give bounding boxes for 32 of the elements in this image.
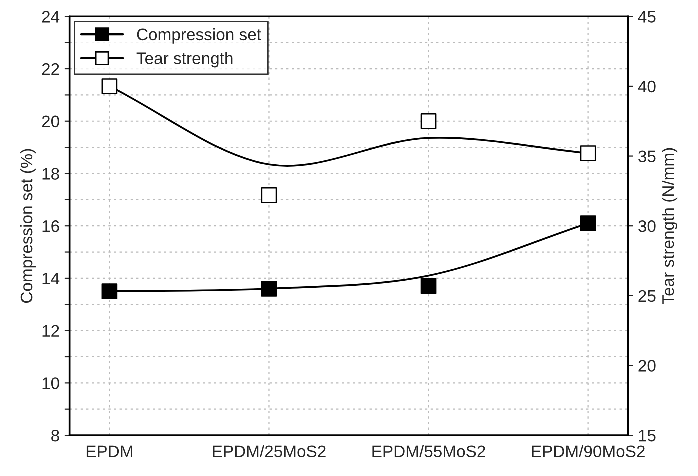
y2-tick-label: 20 (638, 360, 656, 372)
point (261, 281, 278, 297)
point (102, 284, 118, 300)
point (580, 216, 596, 232)
point (102, 78, 118, 94)
y2-tick-label: 25 (638, 290, 656, 302)
point (580, 146, 596, 162)
x-tick-label: EPDM/25MoS2 (213, 445, 326, 458)
y-tick-label: 22 (42, 63, 60, 76)
y-tick-label: 8 (52, 430, 60, 442)
y2-tick-label: 35 (638, 150, 656, 162)
y-tick-label: 20 (42, 116, 60, 128)
point (420, 278, 437, 294)
y2-tick-label: 30 (638, 220, 656, 232)
legend-label: Compression set (137, 28, 262, 44)
x-tick-label: EPDM (86, 446, 132, 458)
x-tick-label: EPDM/90MoS2 (532, 445, 645, 458)
y2-tick-label: 40 (638, 80, 656, 93)
y-tick-label: 12 (42, 325, 60, 337)
y-axis-title: Compression set (%) (20, 149, 36, 304)
legend-label: Tear strength (136, 52, 233, 68)
y-tick-label: 16 (42, 220, 60, 232)
y-tick-label: 14 (42, 273, 60, 284)
y2-tick-label: 45 (638, 11, 656, 23)
x-tick-label: EPDM/55MoS2 (372, 445, 486, 458)
y-tick-label: 18 (42, 168, 60, 180)
y2-tick-label: 15 (639, 430, 656, 442)
y-tick-label: 10 (42, 378, 60, 390)
point (420, 113, 437, 130)
point (261, 187, 278, 204)
y-tick-label: 24 (42, 11, 60, 23)
y2-axis-title: Tear strength (N/mm) (662, 148, 678, 304)
